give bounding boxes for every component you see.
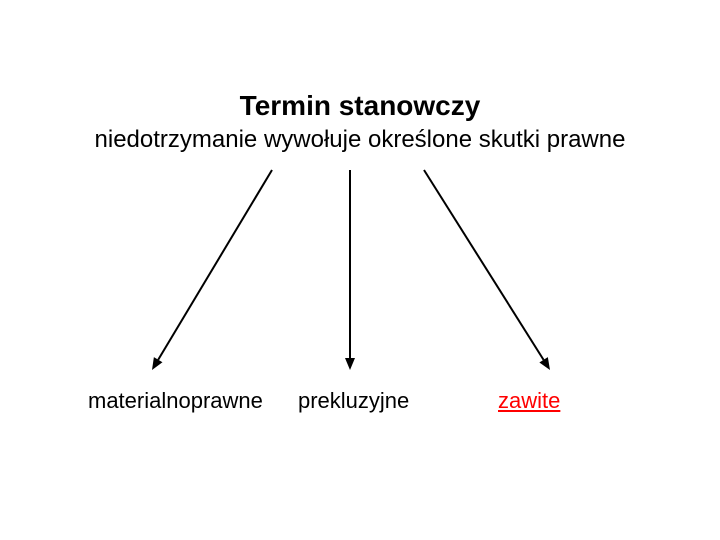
arrow-line-0	[158, 170, 272, 360]
arrows-layer	[0, 0, 720, 540]
arrow-head-0	[152, 357, 162, 370]
arrow-head-1	[345, 358, 355, 370]
leaf-label-2: zawite	[498, 388, 560, 414]
arrow-line-2	[424, 170, 544, 360]
leaf-label-1: prekluzyjne	[298, 388, 409, 414]
leaf-label-0: materialnoprawne	[88, 388, 263, 414]
arrow-head-2	[539, 357, 550, 370]
